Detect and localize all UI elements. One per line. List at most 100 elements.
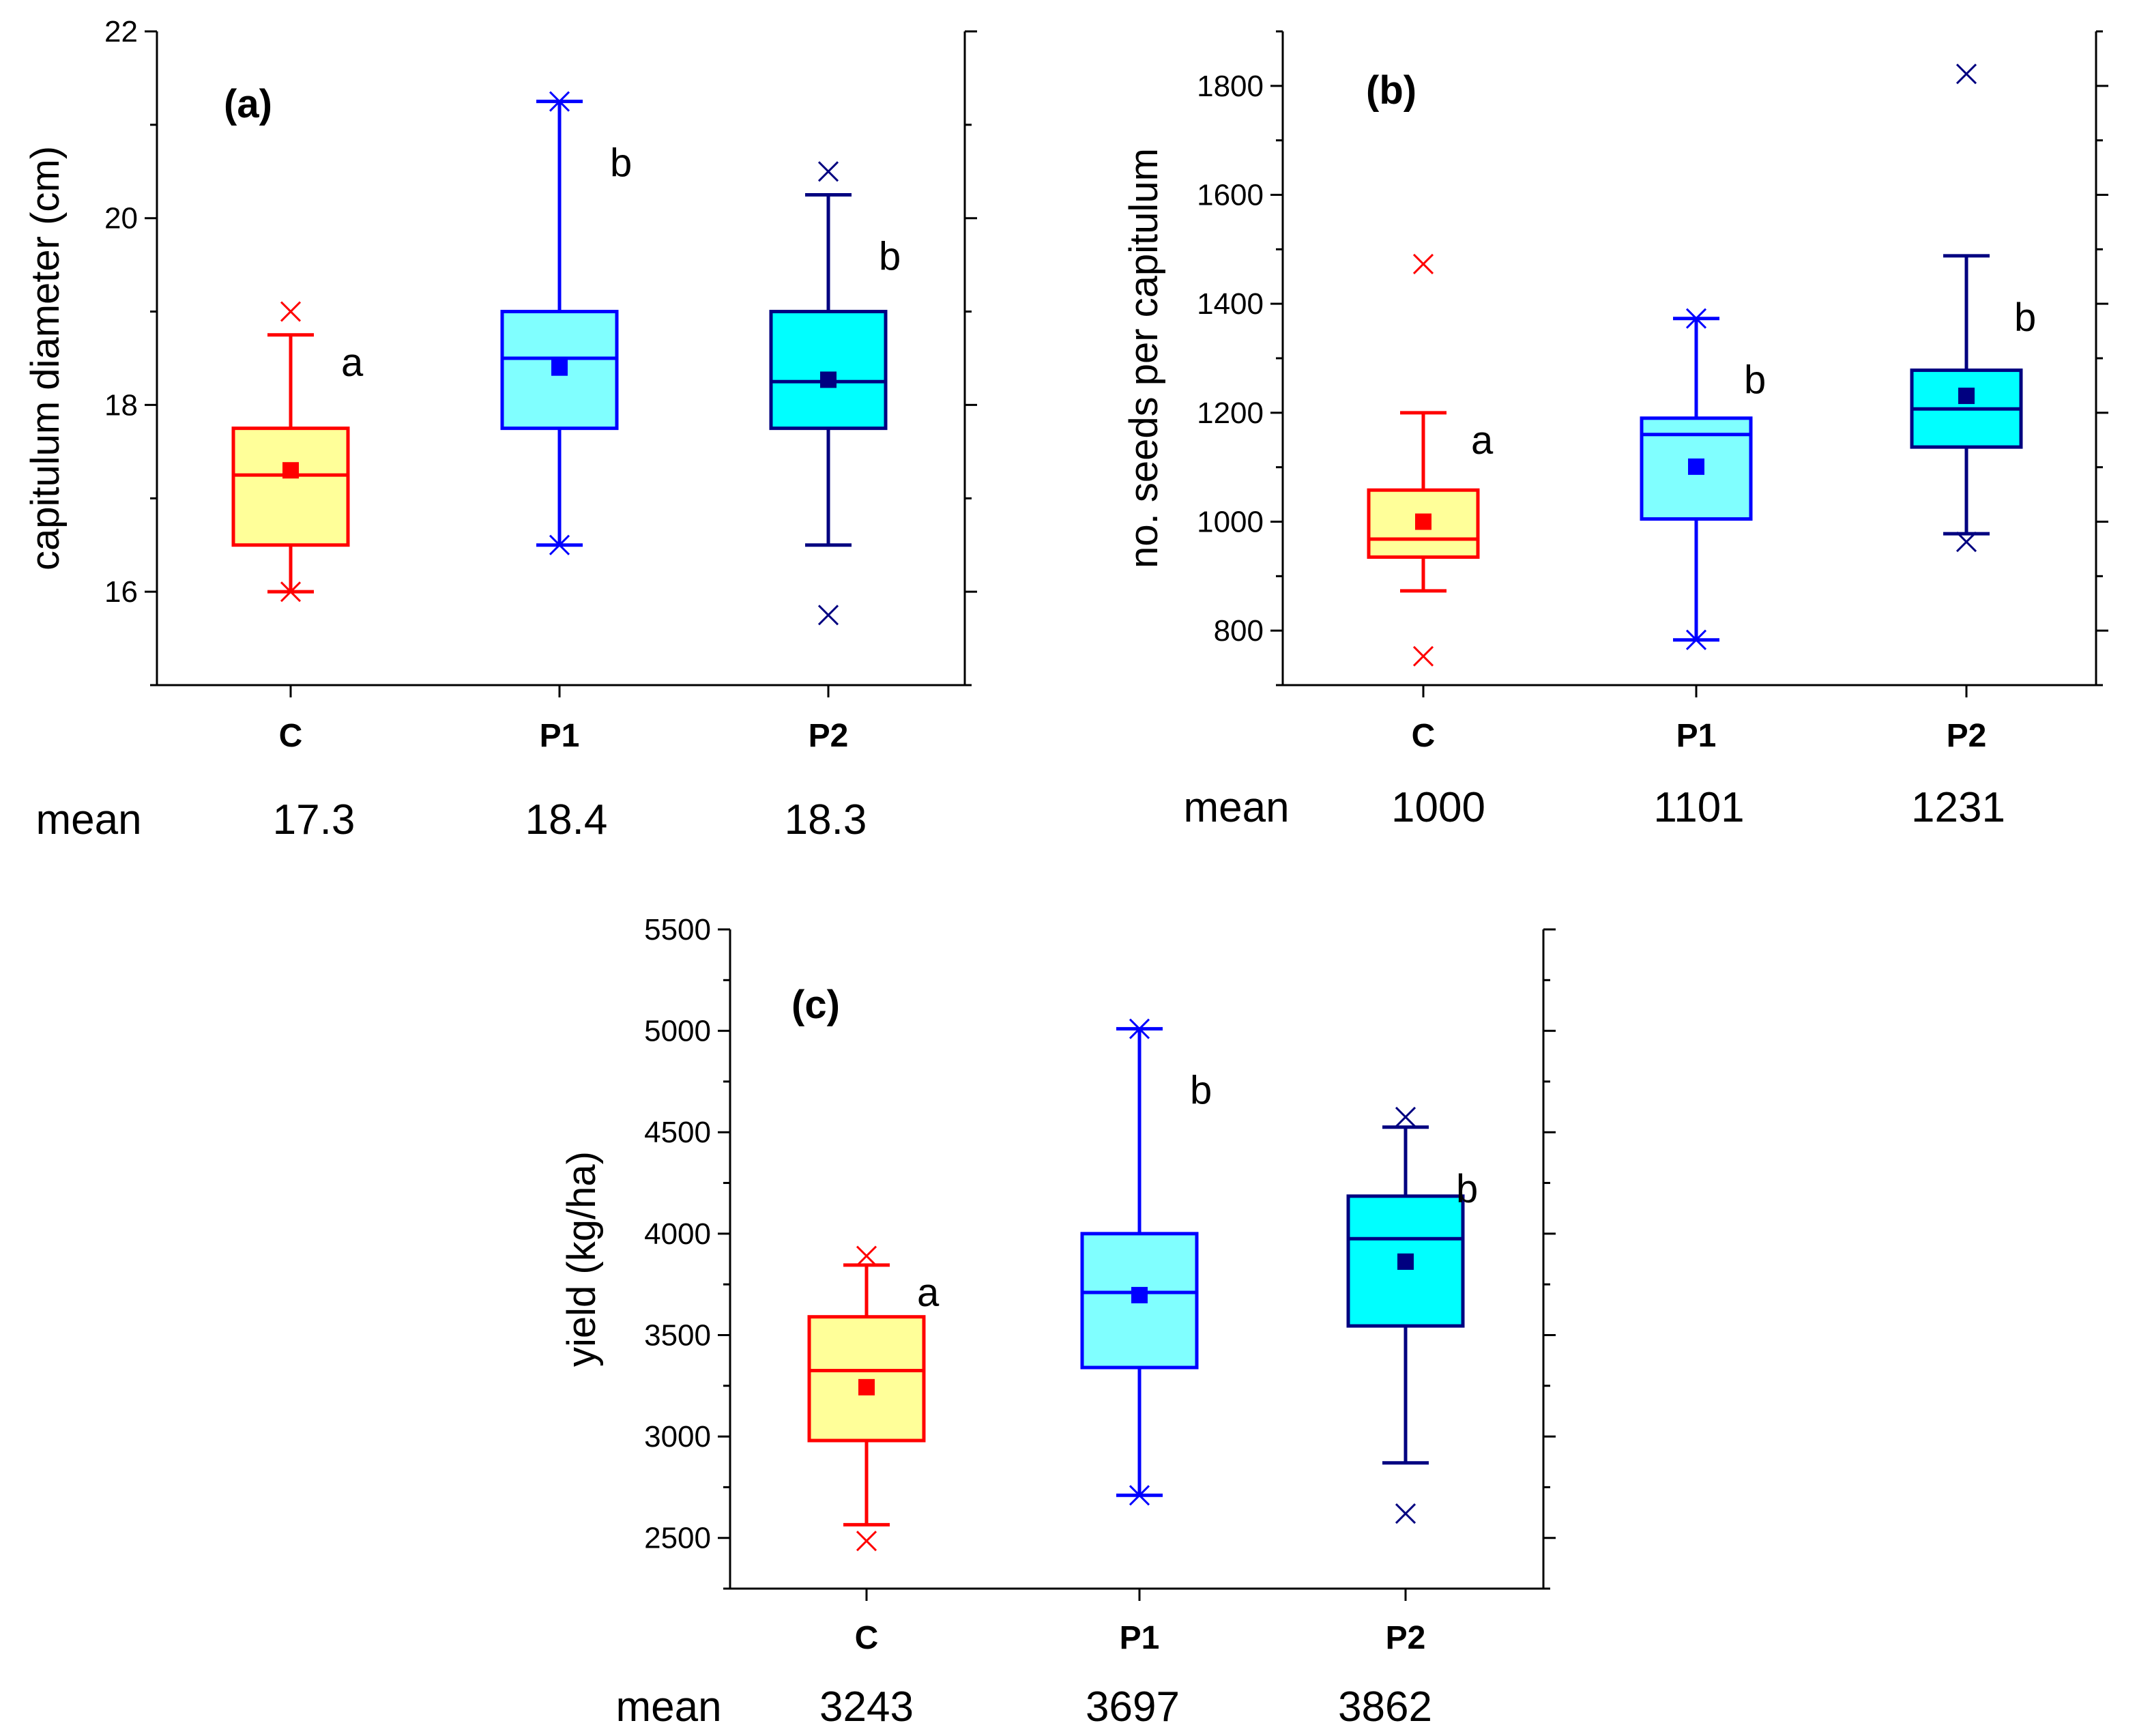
- outlier-stroke: [856, 1245, 877, 1267]
- x-tick-label: C: [855, 1620, 879, 1656]
- outlier-marker: [1412, 646, 1434, 667]
- y-tick-label: 1400: [1197, 287, 1264, 321]
- box-body: [1367, 488, 1480, 559]
- extreme-marker: [546, 534, 573, 555]
- y-tick-label: 18: [104, 388, 138, 422]
- y-tick-label: 4500: [644, 1116, 711, 1149]
- mean-marker: [1688, 458, 1704, 475]
- mean-value: 3697: [1086, 1683, 1180, 1731]
- panel-label: (a): [224, 82, 272, 126]
- significance-letter: b: [2014, 295, 2036, 340]
- outlier-marker: [817, 161, 839, 182]
- mean-value: 17.3: [273, 796, 355, 843]
- mean-label: mean: [615, 1683, 721, 1731]
- y-axis-title: capitulum diameter (cm): [23, 146, 68, 570]
- outlier-stroke: [1956, 63, 1977, 85]
- y-tick-label: 800: [1214, 614, 1264, 648]
- significance-letter: b: [1744, 358, 1766, 403]
- box-C: a: [231, 301, 364, 603]
- panel-label: (b): [1366, 68, 1416, 113]
- box-P1: b: [1080, 1018, 1212, 1506]
- x-tick-label: P1: [1120, 1620, 1160, 1656]
- x-tick-label: C: [1412, 718, 1436, 754]
- mean-value: 1231: [1911, 784, 2005, 831]
- outlier-stroke: [1395, 1503, 1416, 1524]
- x-tick-label: P2: [1947, 718, 1987, 754]
- chart-panel-2: 800 1000 1200 1400 1600 1800 no. seeds per cap…: [1122, 30, 2108, 831]
- outlier-marker: [1395, 1503, 1416, 1524]
- extreme-marker: [546, 91, 573, 112]
- y-tick-label: 4000: [644, 1217, 711, 1251]
- x-tick-label: C: [279, 718, 303, 754]
- mean-marker: [1397, 1253, 1414, 1270]
- extreme-marker: [1126, 1485, 1153, 1506]
- box-C: a: [807, 1245, 940, 1552]
- box-P1: b: [1640, 308, 1766, 650]
- outlier-marker: [856, 1245, 877, 1267]
- significance-letter: b: [610, 141, 632, 186]
- y-tick-label: 1800: [1197, 70, 1264, 103]
- outlier-stroke: [1412, 253, 1434, 274]
- y-tick-label: 16: [104, 575, 138, 609]
- mean-marker: [1131, 1286, 1148, 1303]
- y-tick-label: 20: [104, 202, 138, 235]
- mean-label: mean: [1183, 784, 1289, 831]
- x-tick-label: P2: [1386, 1620, 1426, 1656]
- significance-letter: b: [879, 235, 901, 279]
- outlier-stroke: [280, 301, 302, 322]
- mean-marker: [551, 359, 568, 376]
- outlier-marker: [1395, 1106, 1416, 1127]
- outlier-marker: [856, 1531, 877, 1552]
- box-P2: b: [1910, 63, 2036, 553]
- outlier-marker: [1956, 63, 1977, 85]
- box-P2: b: [769, 161, 901, 626]
- chart-panel-3: 2500 3000 3500 4000 4500 5000 5500 yield (kg/ha…: [559, 913, 1556, 1731]
- extreme-marker: [1126, 1018, 1153, 1039]
- x-tick-label: P1: [1676, 718, 1717, 754]
- extreme-marker: [277, 581, 304, 603]
- mean-marker: [1415, 513, 1431, 530]
- outlier-stroke: [1395, 1106, 1416, 1127]
- mean-label: mean: [35, 796, 141, 843]
- outlier-marker: [817, 605, 839, 626]
- extreme-marker: [1683, 308, 1710, 329]
- y-tick-label: 22: [104, 15, 138, 48]
- mean-value: 18.4: [525, 796, 608, 843]
- box-P1: b: [500, 91, 632, 555]
- outlier-marker: [1412, 253, 1434, 274]
- mean-value: 3862: [1338, 1683, 1432, 1731]
- outlier-stroke: [1412, 646, 1434, 667]
- significance-letter: b: [1190, 1069, 1212, 1113]
- y-tick-label: 5000: [644, 1015, 711, 1048]
- y-tick-label: 1000: [1197, 506, 1264, 539]
- x-tick-label: P1: [540, 718, 580, 754]
- box-P2: b: [1346, 1106, 1478, 1524]
- box-body: [231, 426, 350, 547]
- significance-letter: b: [1456, 1167, 1478, 1211]
- outlier-marker: [280, 301, 302, 322]
- y-tick-label: 1600: [1197, 179, 1264, 212]
- extreme-marker: [1683, 629, 1710, 650]
- y-tick-label: 1200: [1197, 396, 1264, 430]
- mean-value: 1101: [1653, 784, 1744, 831]
- significance-letter: a: [1471, 418, 1494, 463]
- significance-letter: a: [917, 1271, 940, 1315]
- significance-letter: a: [341, 341, 364, 385]
- box-C: a: [1367, 253, 1494, 667]
- mean-value: 1000: [1391, 784, 1485, 831]
- y-tick-label: 5500: [644, 913, 711, 946]
- y-axis-title: yield (kg/ha): [559, 1151, 604, 1367]
- mean-marker: [282, 462, 299, 479]
- mean-marker: [1958, 388, 1975, 405]
- box-body: [769, 310, 888, 431]
- y-tick-label: 2500: [644, 1522, 711, 1555]
- y-axis-title: no. seeds per capitulum: [1122, 148, 1166, 568]
- mean-value: 3243: [819, 1683, 914, 1731]
- x-tick-label: P2: [809, 718, 849, 754]
- mean-marker: [820, 371, 837, 388]
- outlier-stroke: [817, 161, 839, 182]
- outlier-marker: [1956, 531, 1977, 553]
- outlier-stroke: [817, 605, 839, 626]
- chart-panel-1: 16 18 20 22 capitulum diameter (cm) (a) C P1 P2 m…: [23, 15, 977, 843]
